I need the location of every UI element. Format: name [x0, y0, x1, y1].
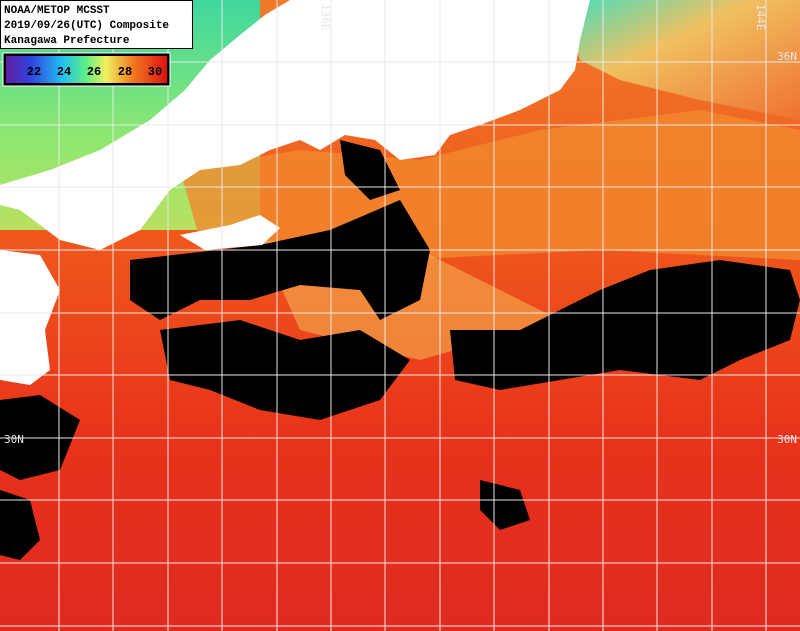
colorbar-label: 28	[118, 65, 132, 79]
lon-label: 136E	[319, 4, 332, 31]
lon-label: 144E	[754, 4, 767, 31]
colorbar-label: 26	[87, 65, 101, 79]
lat-label: 36N	[777, 50, 797, 63]
title-box: NOAA/METOP MCSST 2019/09/26(UTC) Composi…	[0, 0, 193, 49]
lat-label: 30N	[777, 433, 797, 446]
colorbar: 22 24 26 28 30	[2, 52, 171, 87]
colorbar-label: 24	[57, 65, 71, 79]
colorbar-label: 22	[27, 65, 41, 79]
colorbar-label: 30	[148, 65, 162, 79]
lat-label: 30N	[4, 433, 24, 446]
title-line: Kanagawa Prefecture	[4, 35, 130, 47]
title-line: 2019/09/26(UTC) Composite	[4, 20, 169, 32]
title-line: NOAA/METOP MCSST	[4, 5, 110, 17]
